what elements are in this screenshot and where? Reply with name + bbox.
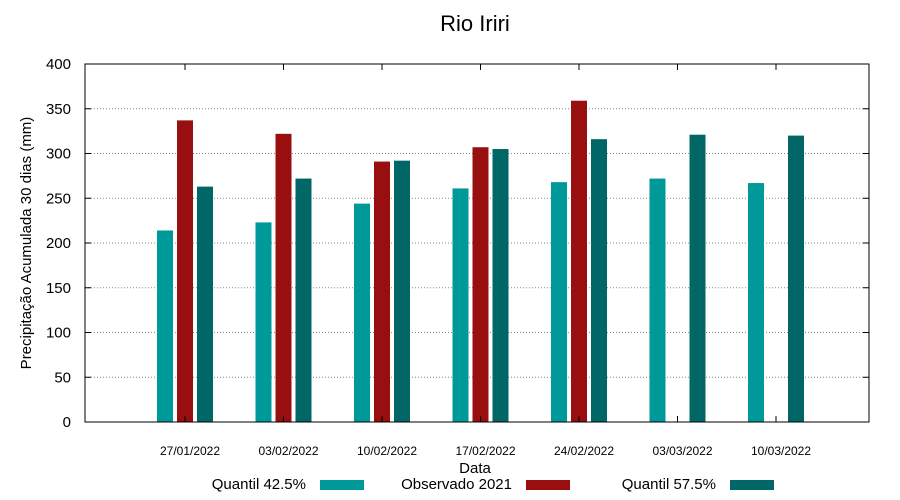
- y-tick-label: 350: [46, 101, 71, 118]
- legend-label-3: Quantil 57.5%: [622, 476, 716, 493]
- x-tick-label: 24/02/2022: [554, 444, 614, 458]
- bar-2-2: [275, 133, 292, 422]
- bar-3-3: [394, 160, 410, 422]
- x-tick-label: 27/01/2022: [160, 444, 220, 458]
- y-tick-label: 300: [46, 146, 71, 163]
- chart-title: Rio Iriri: [440, 11, 510, 36]
- legend: Quantil 42.5% Observado 2021 Quantil 57.5%: [212, 476, 774, 493]
- legend-swatch-1: [320, 480, 364, 490]
- bar-3-1: [197, 186, 213, 422]
- bar-3-2: [295, 178, 312, 422]
- bars: [157, 100, 804, 423]
- y-tick-label: 150: [46, 280, 71, 297]
- y-axis-label: Precipitação Acumulada 30 dias (mm): [18, 117, 35, 370]
- y-tick-label: 200: [46, 235, 71, 252]
- bar-1-3: [354, 203, 370, 422]
- x-tick-label: 03/03/2022: [652, 444, 712, 458]
- y-tick-label: 250: [46, 190, 71, 207]
- bar-2-4: [472, 147, 489, 423]
- y-tick-label: 50: [54, 369, 71, 386]
- bar-2-5: [571, 100, 587, 422]
- x-tick-label: 10/03/2022: [751, 444, 811, 458]
- legend-swatch-3: [730, 480, 774, 490]
- legend-label-2: Observado 2021: [401, 476, 512, 493]
- y-tick-label: 400: [46, 56, 71, 73]
- bar-3-7: [788, 135, 804, 422]
- x-tick-label: 03/02/2022: [258, 444, 318, 458]
- x-tick-label: 10/02/2022: [357, 444, 417, 458]
- bar-3-6: [689, 134, 706, 422]
- bar-3-5: [591, 139, 607, 422]
- bar-1-5: [551, 182, 567, 422]
- bar-2-3: [374, 161, 390, 422]
- bar-3-4: [492, 149, 509, 422]
- y-tick-label: 100: [46, 325, 71, 342]
- y-ticks: 0 50 100 150 200 250 300 350 400: [46, 56, 869, 431]
- bar-1-4: [452, 188, 469, 422]
- x-tick-label: 17/02/2022: [455, 444, 515, 458]
- bar-2-1: [177, 120, 193, 422]
- legend-label-1: Quantil 42.5%: [212, 476, 306, 493]
- x-axis-label: Data: [459, 460, 491, 477]
- bar-1-1: [157, 230, 173, 422]
- legend-swatch-2: [526, 480, 570, 490]
- x-ticks: 27/01/2022 03/02/2022 10/02/2022 17/02/2022…: [160, 64, 811, 458]
- bar-1-6: [649, 178, 666, 422]
- bar-1-2: [255, 222, 272, 422]
- y-tick-label: 0: [63, 414, 71, 431]
- bar-1-7: [748, 183, 764, 422]
